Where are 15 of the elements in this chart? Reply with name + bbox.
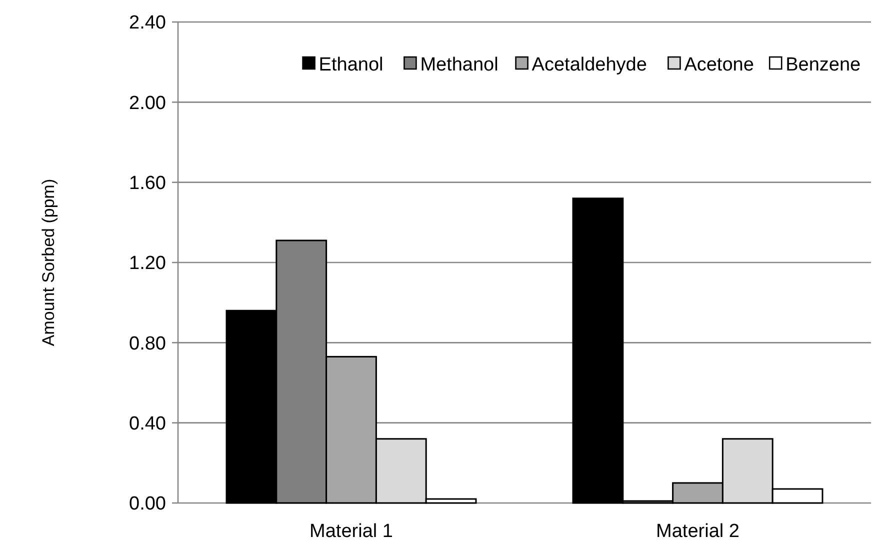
y-tick-label: 2.40 [129,12,166,34]
legend-label: Acetone [684,54,754,76]
x-tick-label: Material 2 [656,521,740,542]
y-tick-label: 0.40 [129,413,166,434]
y-tick-label: 2.00 [129,92,166,114]
legend-label: Methanol [420,54,498,76]
y-tick-label: 0.80 [129,333,166,354]
y-tick-label: 0.00 [129,494,166,515]
y-tick-label: 1.60 [129,172,166,194]
legend-label: Acetaldehyde [532,54,647,76]
y-axis-title: Amount Sorbed (ppm) [39,178,58,346]
legend-label: Benzene [786,54,861,76]
x-tick-label: Material 1 [310,521,393,542]
y-tick-label: 1.20 [129,253,166,274]
legend-label: Ethanol [318,54,384,76]
